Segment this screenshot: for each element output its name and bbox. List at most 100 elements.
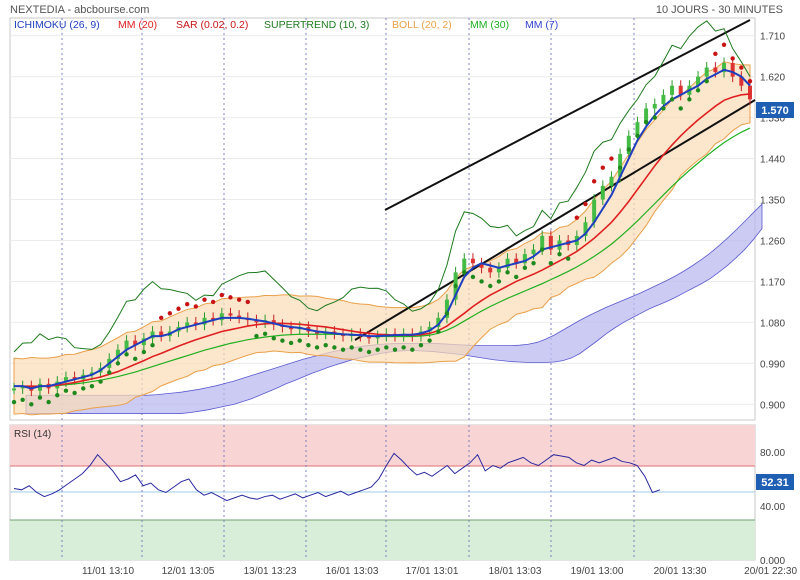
sar-dot [150, 342, 155, 348]
candle-body [704, 67, 709, 77]
candle-body [496, 267, 501, 273]
candle-body [644, 108, 649, 123]
candle-body [185, 322, 190, 327]
candle-body [193, 322, 198, 325]
candle-body [159, 331, 164, 337]
time-tick-label: 17/01 13:01 [406, 566, 459, 577]
candle-body [315, 331, 320, 334]
sar-dot [617, 165, 623, 170]
candle-body [115, 349, 120, 359]
ichimoku-cloud [25, 203, 763, 414]
sar-dot [210, 299, 216, 305]
candle-body [730, 62, 735, 77]
sar-dot [661, 106, 666, 111]
candle-body [367, 336, 372, 339]
candle-body [427, 326, 432, 332]
sar-dot [462, 270, 467, 275]
sar-dot [479, 279, 484, 284]
candle-body [254, 320, 259, 323]
sar-dot [349, 345, 354, 350]
candle-body [618, 154, 623, 177]
sar-dot [228, 295, 233, 300]
candle-body [609, 176, 614, 186]
time-tick-label: 18/01 13:03 [489, 566, 542, 577]
sar-dot [678, 106, 683, 111]
candle-body [436, 317, 441, 327]
sar-dot [81, 386, 86, 391]
candle-body [540, 235, 545, 250]
sar-dot [418, 342, 424, 348]
sar-dot [176, 306, 181, 311]
supertrend-line [13, 20, 751, 353]
legend-entry: SUPERTREND (10, 3) [264, 19, 369, 31]
candle-body [211, 317, 216, 321]
sar-dot [730, 56, 735, 61]
sar-dot [704, 78, 709, 84]
price-tick-label: 1.620 [760, 73, 785, 84]
ichimoku-kumo [25, 203, 763, 414]
sar-dot [55, 393, 60, 398]
rsi-axis: 80.00 40.00 0.000 [760, 448, 785, 567]
sar-dot [159, 315, 164, 321]
sar-dot [583, 201, 588, 207]
trend-lines [354, 19, 756, 341]
candle-body [696, 76, 701, 86]
sar-dot [193, 304, 199, 309]
sar-dot [652, 115, 657, 120]
candle-body [626, 135, 631, 154]
sar-dot [739, 65, 744, 70]
sar-dot [63, 388, 69, 393]
sar-dot [721, 42, 727, 47]
price-tick-label: 1.170 [760, 277, 785, 288]
time-tick-label: 20/01 22:30 [744, 566, 797, 577]
time-tick-label: 12/01 13:05 [162, 566, 215, 577]
sar-dot [340, 347, 346, 352]
last-price-value: 1.570 [761, 105, 789, 117]
time-tick-label: 16/01 13:03 [326, 566, 379, 577]
sar-dot [531, 261, 536, 266]
candle-body [531, 249, 536, 255]
sar-dot [366, 349, 372, 355]
candle-body [635, 122, 640, 136]
sar-dot [314, 345, 320, 350]
rsi-last-badge [756, 474, 794, 490]
sar-dot [747, 78, 753, 84]
sar-dot [401, 345, 406, 350]
rsi-line [13, 452, 661, 502]
candle-body [678, 85, 683, 95]
sar-dot [107, 370, 112, 375]
candle-body [592, 199, 597, 223]
rsi-tick-label: 0.000 [760, 556, 785, 567]
sar-dot [548, 261, 554, 266]
candle-body [583, 222, 588, 236]
candle-body [133, 340, 138, 346]
sar-dot [453, 283, 458, 289]
sar-dot [141, 349, 147, 355]
ticker-title: NEXTEDIA - abcbourse.com [10, 4, 149, 16]
legend-entry: BOLL (20, 2) [392, 19, 452, 31]
sar-dot [600, 165, 605, 170]
sar-dot [635, 133, 640, 138]
candle-body [20, 386, 25, 389]
price-tick-label: 1.350 [760, 196, 785, 207]
sar-dot [626, 147, 631, 152]
legend-entry: SAR (0.02, 0.2) [176, 19, 248, 31]
candle-body [505, 258, 510, 268]
candle-body [661, 94, 666, 104]
sar-dot [323, 342, 328, 348]
sar-dot [392, 347, 398, 352]
candle-body [652, 103, 657, 109]
candle-body [72, 377, 77, 380]
candle-body [219, 313, 224, 321]
candle-body [289, 326, 294, 330]
sar-dot [375, 347, 380, 352]
candle-body [600, 185, 605, 200]
price-axis: 1.710 1.620 1.530 1.440 1.350 1.260 1.170 1.080… [760, 32, 785, 412]
rsi-overbought-zone [10, 425, 755, 466]
rsi-last-value: 52.31 [761, 477, 789, 489]
sar-dot [695, 88, 701, 93]
time-axis: 11/01 13:10 12/01 13:05 13/01 13:23 16/01 1… [82, 566, 797, 577]
sar-dot [288, 340, 294, 346]
rsi-series [13, 452, 661, 502]
sar-dot [522, 265, 528, 270]
